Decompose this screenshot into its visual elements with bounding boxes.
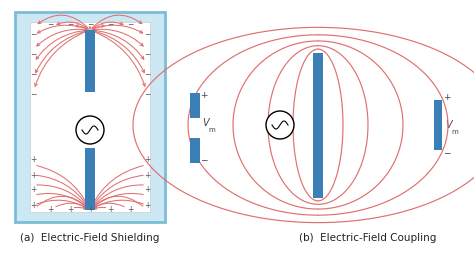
Text: +: + [47, 204, 53, 213]
Text: +: + [200, 90, 208, 99]
Text: −: − [30, 71, 36, 80]
Text: −: − [107, 20, 113, 29]
Text: +: + [30, 155, 36, 165]
Text: m: m [208, 127, 215, 133]
Text: +: + [30, 186, 36, 195]
Text: +: + [144, 155, 150, 165]
Text: +: + [127, 204, 133, 213]
Text: −: − [443, 148, 451, 157]
Text: +: + [144, 186, 150, 195]
Bar [190, 93, 200, 118]
Text: +: + [30, 200, 36, 209]
Text: −: − [144, 31, 150, 39]
Bar [15, 12, 165, 222]
Text: +: + [443, 92, 451, 102]
Text: −: − [144, 71, 150, 80]
Text: −: − [127, 20, 133, 29]
Text: −: − [30, 31, 36, 39]
Text: (a)  Electric-Field Shielding: (a) Electric-Field Shielding [20, 233, 160, 243]
Bar [434, 100, 442, 150]
Text: −: − [87, 20, 93, 29]
Bar [85, 148, 95, 210]
Text: −: − [144, 90, 150, 99]
Text: −: − [200, 155, 208, 165]
Text: −: − [144, 50, 150, 60]
Text: −: − [47, 20, 53, 29]
Text: +: + [107, 204, 113, 213]
Circle shape [76, 116, 104, 144]
Text: V: V [202, 118, 209, 128]
Bar [190, 138, 200, 163]
Bar [30, 22, 150, 212]
Text: (b)  Electric-Field Coupling: (b) Electric-Field Coupling [299, 233, 437, 243]
Circle shape [266, 111, 294, 139]
Text: +: + [87, 204, 93, 213]
Text: +: + [144, 171, 150, 179]
Text: +: + [67, 204, 73, 213]
Text: V: V [445, 120, 452, 130]
Bar [313, 53, 323, 197]
Text: −: − [30, 90, 36, 99]
Text: m: m [451, 129, 458, 135]
Text: +: + [30, 171, 36, 179]
Text: −: − [30, 50, 36, 60]
Bar [85, 30, 95, 92]
Text: −: − [67, 20, 73, 29]
Text: +: + [144, 200, 150, 209]
